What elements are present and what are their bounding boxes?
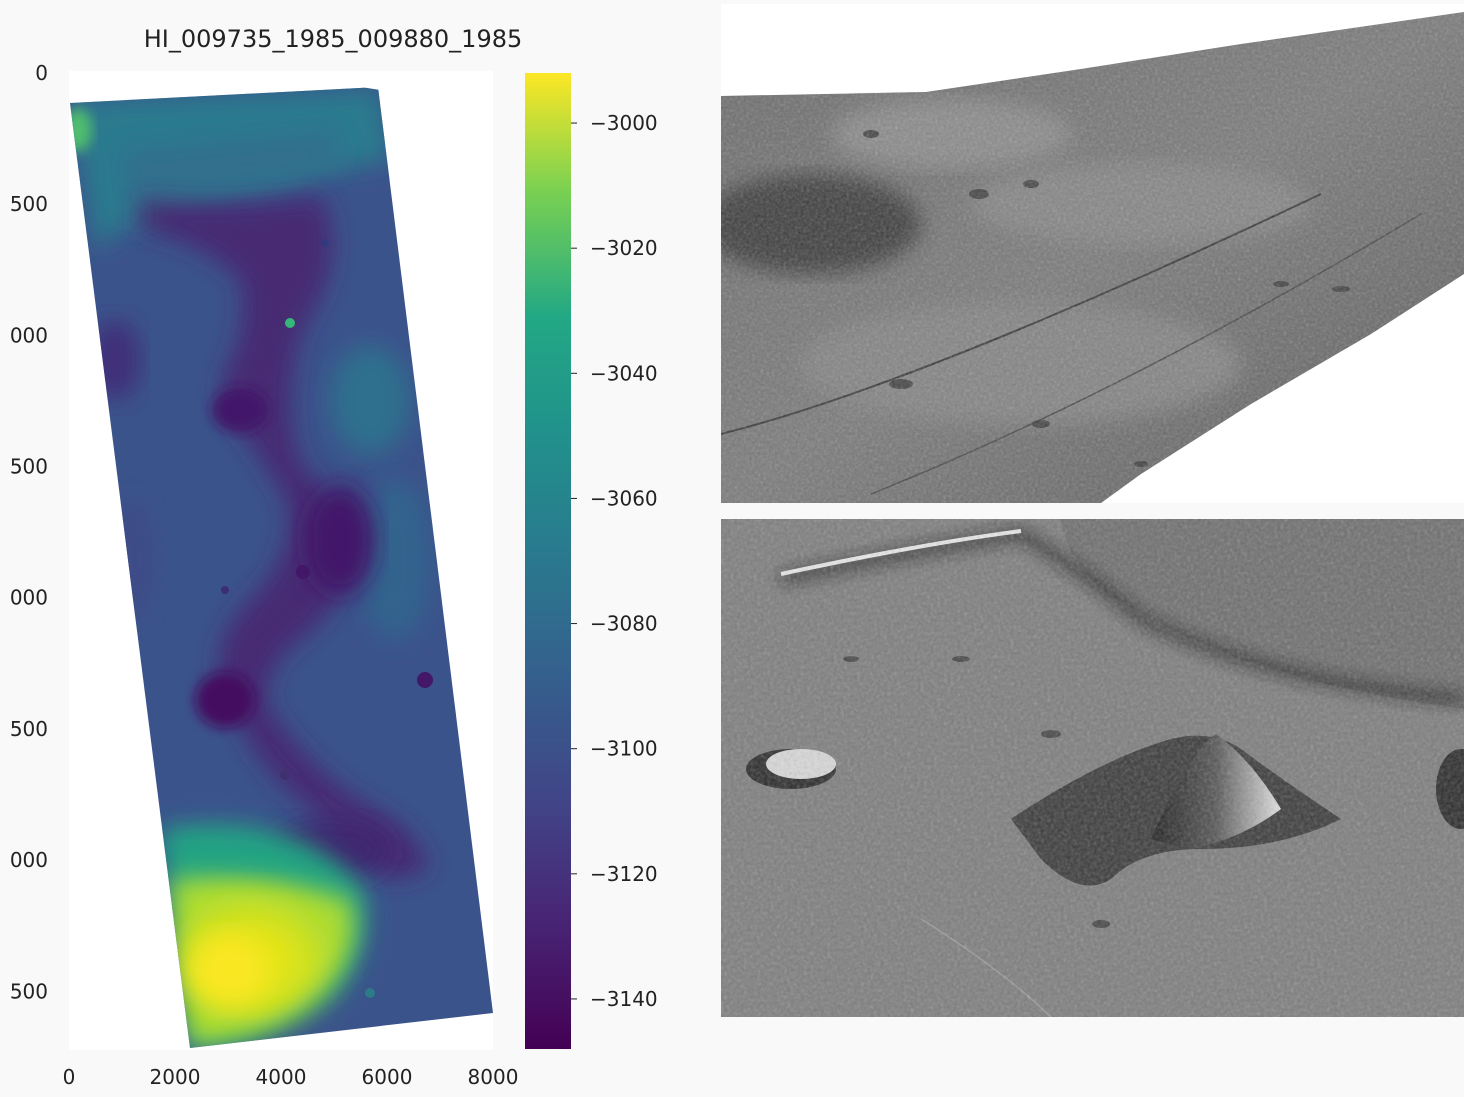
colorbar-tick-label: −3040 (590, 361, 658, 385)
elevation-chart: HI_009735_1985_009880_1985 0 2000 4000 6000… (10, 25, 658, 1089)
y-tick-label: 0 (35, 61, 48, 85)
terrain-render-top (721, 4, 1464, 503)
x-tick-label: 0 (63, 1065, 76, 1089)
y-axis: 0 500 000 500 000 500 000 500 (10, 61, 48, 1003)
colorbar-tick-label: −3020 (590, 236, 658, 260)
colorbar-tick-label: −3000 (590, 111, 658, 135)
x-tick-label: 2000 (150, 1065, 201, 1089)
y-tick-label: 000 (10, 848, 48, 872)
y-tick-label: 000 (10, 323, 48, 347)
x-tick-label: 6000 (362, 1065, 413, 1089)
colorbar (525, 73, 571, 1049)
colorbar-tick-label: −3140 (590, 987, 658, 1011)
colorbar-tick-label: −3120 (590, 862, 658, 886)
colorbar-tick-label: −3080 (590, 612, 658, 636)
y-tick-label: 500 (10, 455, 48, 479)
colorbar-tick-label: −3060 (590, 486, 658, 510)
y-tick-label: 500 (10, 192, 48, 216)
colorbar-axis: −3000 −3020 −3040 −3060 −3080 −3100 −3120 −3140 (571, 111, 658, 1011)
y-tick-label: 500 (10, 979, 48, 1003)
x-tick-label: 4000 (256, 1065, 307, 1089)
chart-title: HI_009735_1985_009880_1985 (144, 25, 523, 53)
colorbar-tick-label: −3100 (590, 737, 658, 761)
terrain-render-bottom (721, 519, 1464, 1017)
strip-top-edge (210, 74, 380, 90)
x-tick-label: 8000 (468, 1065, 519, 1089)
y-tick-label: 000 (10, 586, 48, 610)
x-axis: 0 2000 4000 6000 8000 (63, 1065, 519, 1089)
y-tick-label: 500 (10, 717, 48, 741)
